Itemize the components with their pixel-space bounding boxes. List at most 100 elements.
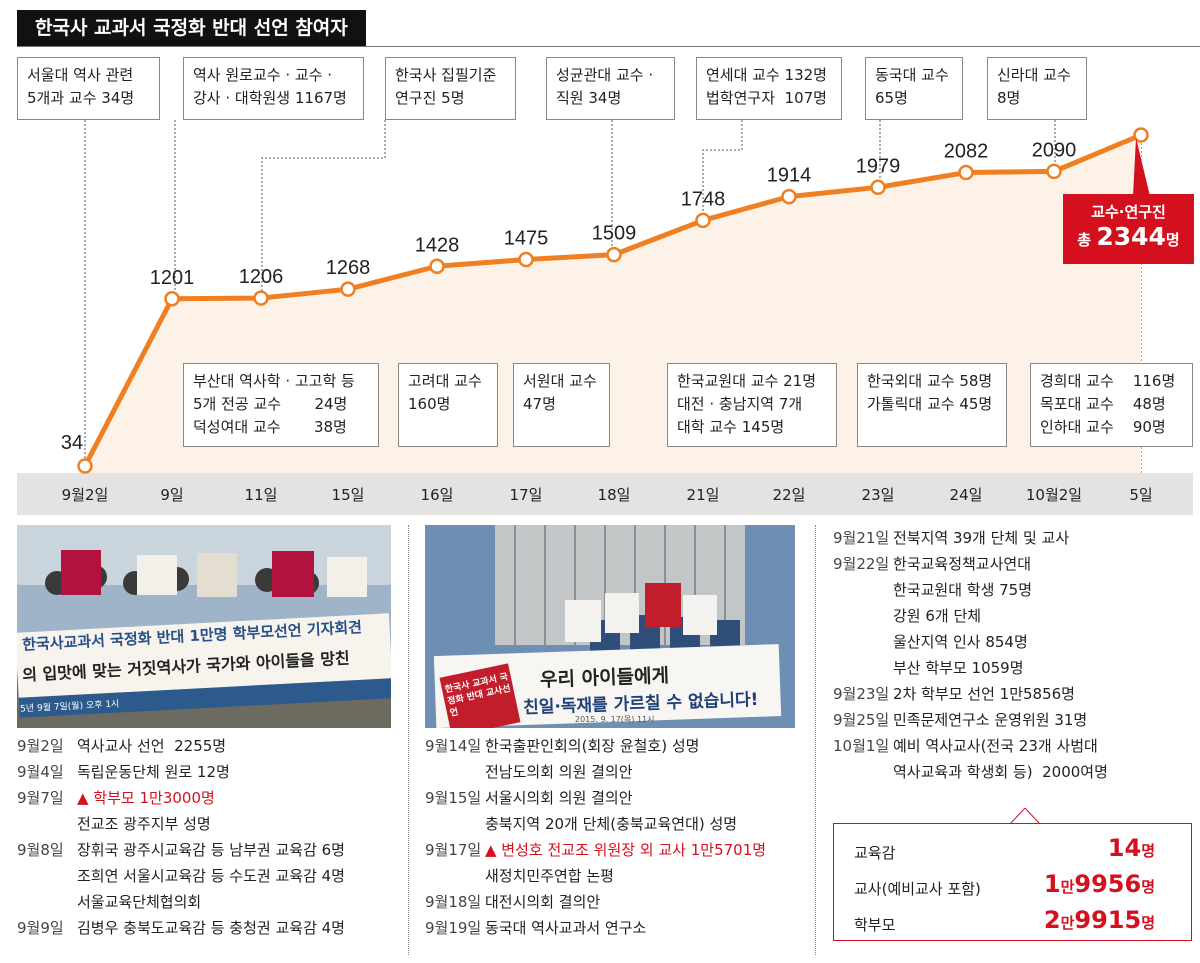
timeline-entry: 9월7일 ▲ 학부모 1만3000명 — [17, 785, 397, 811]
timeline-date — [833, 759, 893, 785]
timeline-entry: 9월8일 장휘국 광주시교육감 등 남부권 교육감 6명 — [17, 837, 397, 863]
photo-2-banner-1: 우리 아이들에게 — [539, 664, 670, 692]
timeline-date — [833, 577, 893, 603]
timeline-date: 9월15일 — [425, 789, 482, 807]
timeline-date — [17, 863, 77, 889]
timeline-date: 10월1일 — [833, 737, 890, 755]
data-point — [695, 212, 711, 229]
timeline-entry: 10월1일 예비 역사교사(전국 23개 사범대 — [833, 733, 1193, 759]
timeline-left: 9월2일 역사교사 선언 2255명 9월4일 독립운동단체 원로 12명 9월7일 ▲ … — [17, 733, 397, 941]
x-axis-band — [17, 473, 1193, 515]
timeline-date: 9월8일 — [17, 841, 64, 859]
timeline-entry: 9월25일 민족문제연구소 운영위원 31명 — [833, 707, 1193, 733]
value-label: 1206 — [239, 266, 284, 288]
x-tick-label: 21일 — [687, 486, 720, 504]
timeline-text: 전남도의회 의원 결의안 — [485, 763, 633, 781]
timeline-date: 9월7일 — [17, 789, 64, 807]
annotation-box-bottom-5: 한국외대 교수 58명 가톨릭대 교수 45명 — [857, 363, 1007, 447]
timeline-text: 한국출판인회의(회장 윤철호) 성명 — [485, 737, 700, 755]
summary-label: 교육감 — [854, 844, 896, 862]
annotation-box-top-1: 서울대 역사 관련 5개과 교수 34명 — [17, 57, 160, 120]
x-tick-label: 15일 — [332, 486, 365, 504]
timeline-text: 서울교육단체협의회 — [77, 893, 202, 911]
timeline-date: 9월21일 — [833, 529, 890, 547]
timeline-entry: 9월14일 한국출판인회의(회장 윤철호) 성명 — [425, 733, 805, 759]
total-unit: 명 — [1165, 231, 1180, 249]
timeline-text: ▲ 변성호 전교조 위원장 외 교사 1만5701명 — [485, 841, 767, 859]
photo-teachers-declaration: 우리 아이들에게 친일·독재를 가르칠 수 없습니다! 한국사 교과서 국정화 … — [425, 525, 795, 728]
timeline-date: 9월18일 — [425, 893, 482, 911]
chart-title: 한국사 교과서 국정화 반대 선언 참여자 — [17, 10, 366, 46]
summary-row: 학부모 2만9915명 — [854, 906, 1155, 940]
timeline-entry: 9월18일 대전시의회 결의안 — [425, 889, 805, 915]
data-point — [1046, 163, 1062, 180]
annotation-box-top-4: 성균관대 교수 · 직원 34명 — [546, 57, 675, 120]
timeline-text: 장휘국 광주시교육감 등 남부권 교육감 6명 — [77, 841, 345, 859]
x-tick-label: 24일 — [950, 486, 983, 504]
timeline-text: 역사교육과 학생회 등) 2000여명 — [893, 763, 1108, 781]
x-tick-label: 9월2일 — [62, 486, 109, 504]
timeline-date — [17, 811, 77, 837]
connector-line — [702, 120, 743, 219]
total-value: 2344 — [1096, 222, 1166, 251]
data-point — [164, 291, 180, 307]
x-tick-label: 18일 — [598, 486, 631, 504]
summary-value: 2만9915명 — [1043, 906, 1155, 934]
annotation-box-top-6: 동국대 교수 65명 — [865, 57, 963, 120]
summary-value: 1만9956명 — [1043, 870, 1155, 898]
timeline-entry: 전남도의회 의원 결의안 — [425, 759, 805, 785]
summary-row: 교육감 14명 — [854, 834, 1155, 868]
timeline-text: 독립운동단체 원로 12명 — [77, 763, 230, 781]
summary-row: 교사(예비교사 포함) 1만9956명 — [854, 870, 1155, 904]
total-prefix: 총 — [1077, 231, 1097, 249]
x-tick-label: 9일 — [160, 486, 183, 504]
x-tick-label: 23일 — [862, 486, 895, 504]
timeline-entry: 울산지역 인사 854명 — [833, 629, 1193, 655]
timeline-text: 서울시의회 의원 결의안 — [485, 789, 633, 807]
photo-parents-press-conference: 한국사교과서 국정화 반대 1만명 학부모선언 기자회견 의 입맛에 맞는 거짓… — [17, 525, 391, 728]
annotation-box-top-7: 신라대 교수 8명 — [987, 57, 1087, 120]
timeline-entry: 9월22일 한국교육정책교사연대 — [833, 551, 1193, 577]
timeline-text: 전북지역 39개 단체 및 교사 — [893, 529, 1070, 547]
timeline-date — [425, 863, 485, 889]
timeline-entry: 한국교원대 학생 75명 — [833, 577, 1193, 603]
timeline-entry: 9월17일 ▲ 변성호 전교조 위원장 외 교사 1만5701명 — [425, 837, 805, 863]
column-divider-2 — [815, 525, 816, 955]
value-label: 1201 — [150, 267, 195, 289]
data-point — [1133, 127, 1149, 143]
timeline-text: 강원 6개 단체 — [893, 607, 982, 625]
summary-pointer — [1010, 808, 1040, 824]
timeline-date — [17, 889, 77, 915]
photo-1-illustration — [17, 525, 391, 728]
data-point — [518, 251, 534, 268]
photo-2-illustration — [425, 525, 795, 728]
annotation-box-bottom-6: 경희대 교수 116명 목포대 교수 48명 인하대 교수 90명 — [1030, 363, 1193, 447]
timeline-text: 부산 학부모 1059명 — [893, 659, 1024, 677]
timeline-text: 한국교육정책교사연대 — [893, 555, 1032, 573]
x-tick-label: 11일 — [245, 486, 278, 504]
timeline-text: 조희연 서울시교육감 등 수도권 교육감 4명 — [77, 867, 345, 885]
data-point — [253, 290, 269, 306]
total-pointer — [1133, 138, 1150, 196]
timeline-entry: 역사교육과 학생회 등) 2000여명 — [833, 759, 1193, 785]
timeline-entry: 부산 학부모 1059명 — [833, 655, 1193, 681]
annotation-box-bottom-4: 한국교원대 교수 21명 대전 · 충남지역 7개 대학 교수 145명 — [667, 363, 837, 447]
timeline-text: 역사교사 선언 2255명 — [77, 737, 227, 755]
column-divider-1 — [408, 525, 409, 955]
timeline-text: 민족문제연구소 운영위원 31명 — [893, 711, 1088, 729]
data-point — [958, 164, 974, 181]
timeline-date: 9월4일 — [17, 763, 64, 781]
data-point — [429, 258, 445, 275]
total-label: 교수·연구진 — [1091, 203, 1166, 221]
timeline-text: ▲ 학부모 1만3000명 — [77, 789, 215, 807]
data-point — [781, 188, 797, 205]
summary-label: 학부모 — [854, 916, 896, 934]
timeline-text: 한국교원대 학생 75명 — [893, 581, 1033, 599]
annotation-box-bottom-1: 부산대 역사학 · 고고학 등 5개 전공 교수 24명 덕성여대 교수 38명 — [183, 363, 379, 447]
title-rule — [17, 46, 1200, 47]
annotation-box-top-2: 역사 원로교수 · 교수 · 강사 · 대학원생 1167명 — [183, 57, 364, 120]
value-label: 1428 — [415, 234, 460, 256]
